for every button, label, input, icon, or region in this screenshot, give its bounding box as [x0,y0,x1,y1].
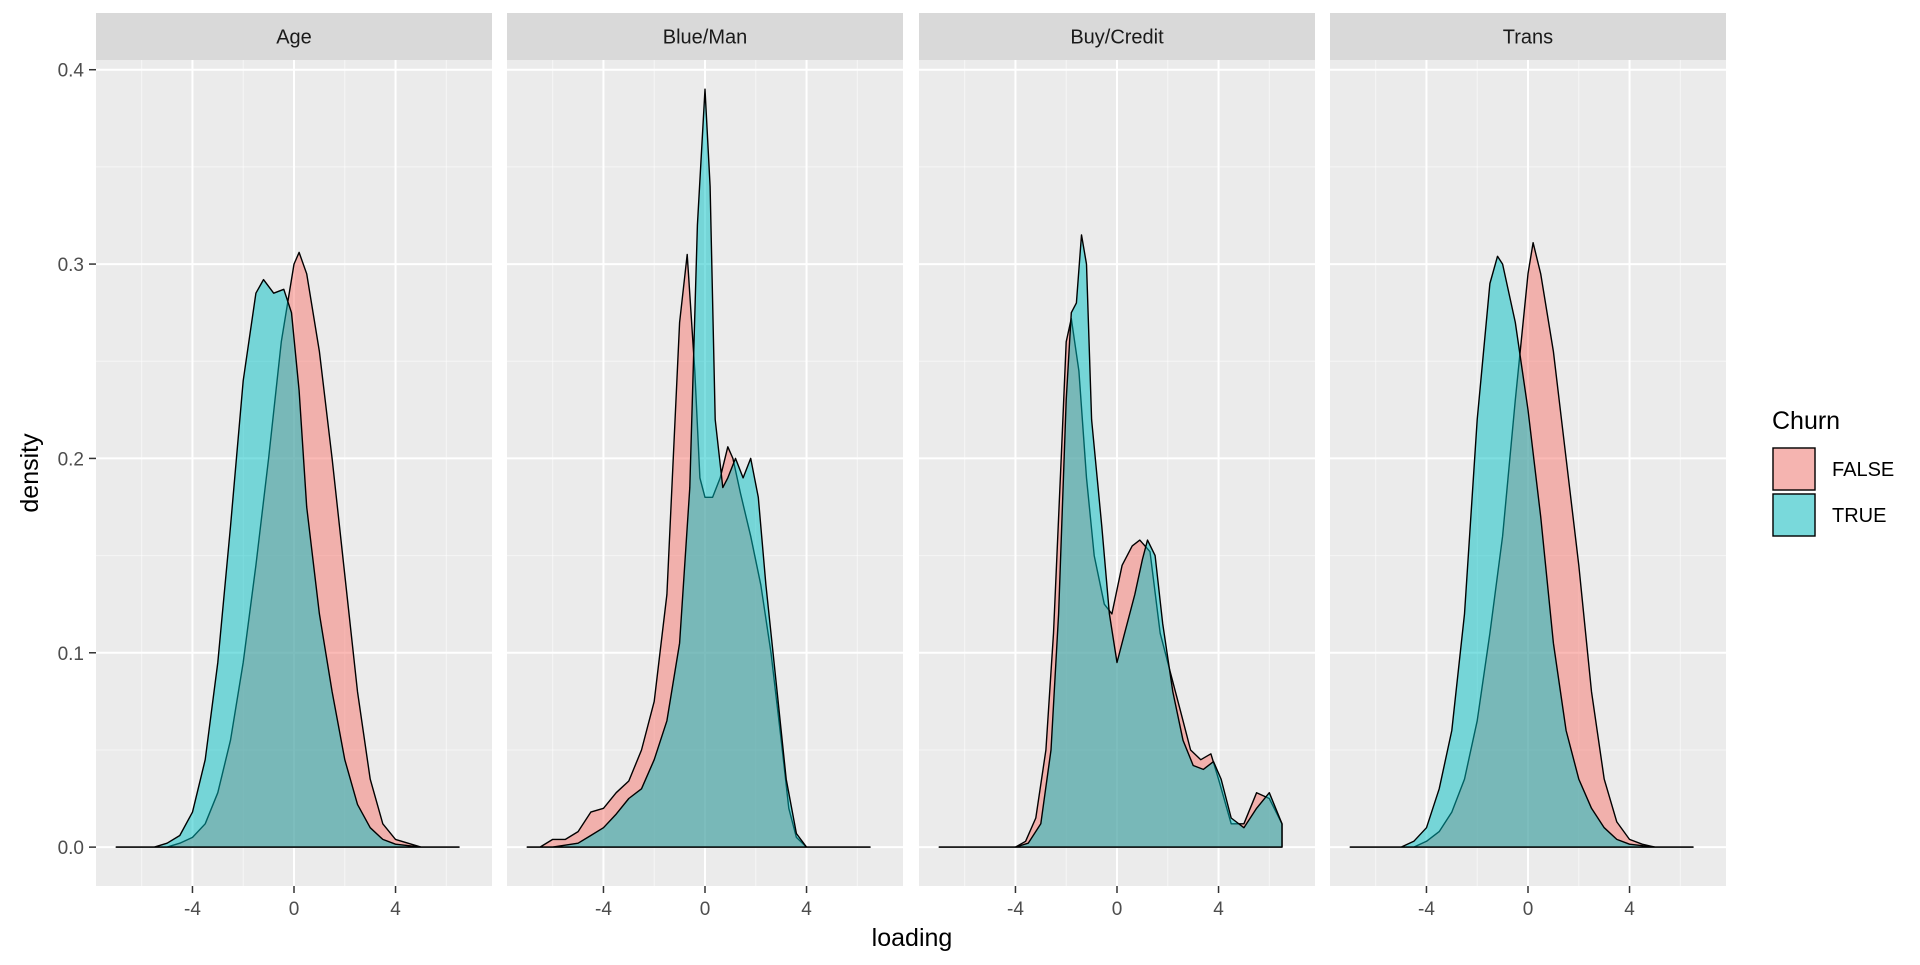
x-tick-label: 4 [390,899,401,920]
y-tick-label: 0.3 [58,255,84,276]
facet-strip [1330,13,1726,60]
x-tick-label: -4 [184,899,201,920]
y-tick-label: 0.4 [58,61,85,82]
x-tick-label: 4 [1624,899,1635,920]
x-tick-label: 4 [801,899,812,920]
legend-key-swatch [1772,493,1816,537]
y-tick-label: 0.1 [58,644,84,665]
x-tick-label: 0 [289,899,300,920]
legend-entry-label: TRUE [1832,505,1886,527]
x-axis-title: loading [872,924,953,952]
y-tick-label: 0.0 [58,838,84,859]
legend-title: Churn [1772,407,1840,435]
facet-strip-title: Age [276,27,312,49]
x-tick-label: 0 [700,899,711,920]
facet-panel-2: Blue/Man -4 0 4 [507,13,903,920]
legend: Churn FALSE TRUE [1772,407,1894,537]
x-tick-label: -4 [1007,899,1024,920]
facet-strip [96,13,492,60]
facet-panel-1: Age -4 0 4 [96,13,492,920]
facet-strip-title: Trans [1503,27,1553,49]
legend-key-swatch [1772,447,1816,491]
facet-strip-title: Buy/Credit [1070,27,1164,49]
x-tick-label: 4 [1213,899,1224,920]
facet-panel-4: Trans -4 0 4 [1330,13,1726,920]
facet-strip [919,13,1315,60]
facet-strip-title: Blue/Man [663,27,748,49]
y-tick-label: 0.2 [58,449,84,470]
x-tick-label: 0 [1112,899,1123,920]
density-area-true [115,278,460,848]
legend-entry-label: FALSE [1832,459,1894,481]
x-tick-label: -4 [595,899,612,920]
density-area-true [1349,255,1694,848]
facet-panel-3: Buy/Credit -4 0 4 [919,13,1315,920]
density-area-true [938,234,1283,848]
y-axis-title: density [16,433,44,513]
density-area-true [526,88,871,848]
x-tick-label: -4 [1418,899,1435,920]
facet-strip [507,13,903,60]
x-tick-label: 0 [1523,899,1534,920]
